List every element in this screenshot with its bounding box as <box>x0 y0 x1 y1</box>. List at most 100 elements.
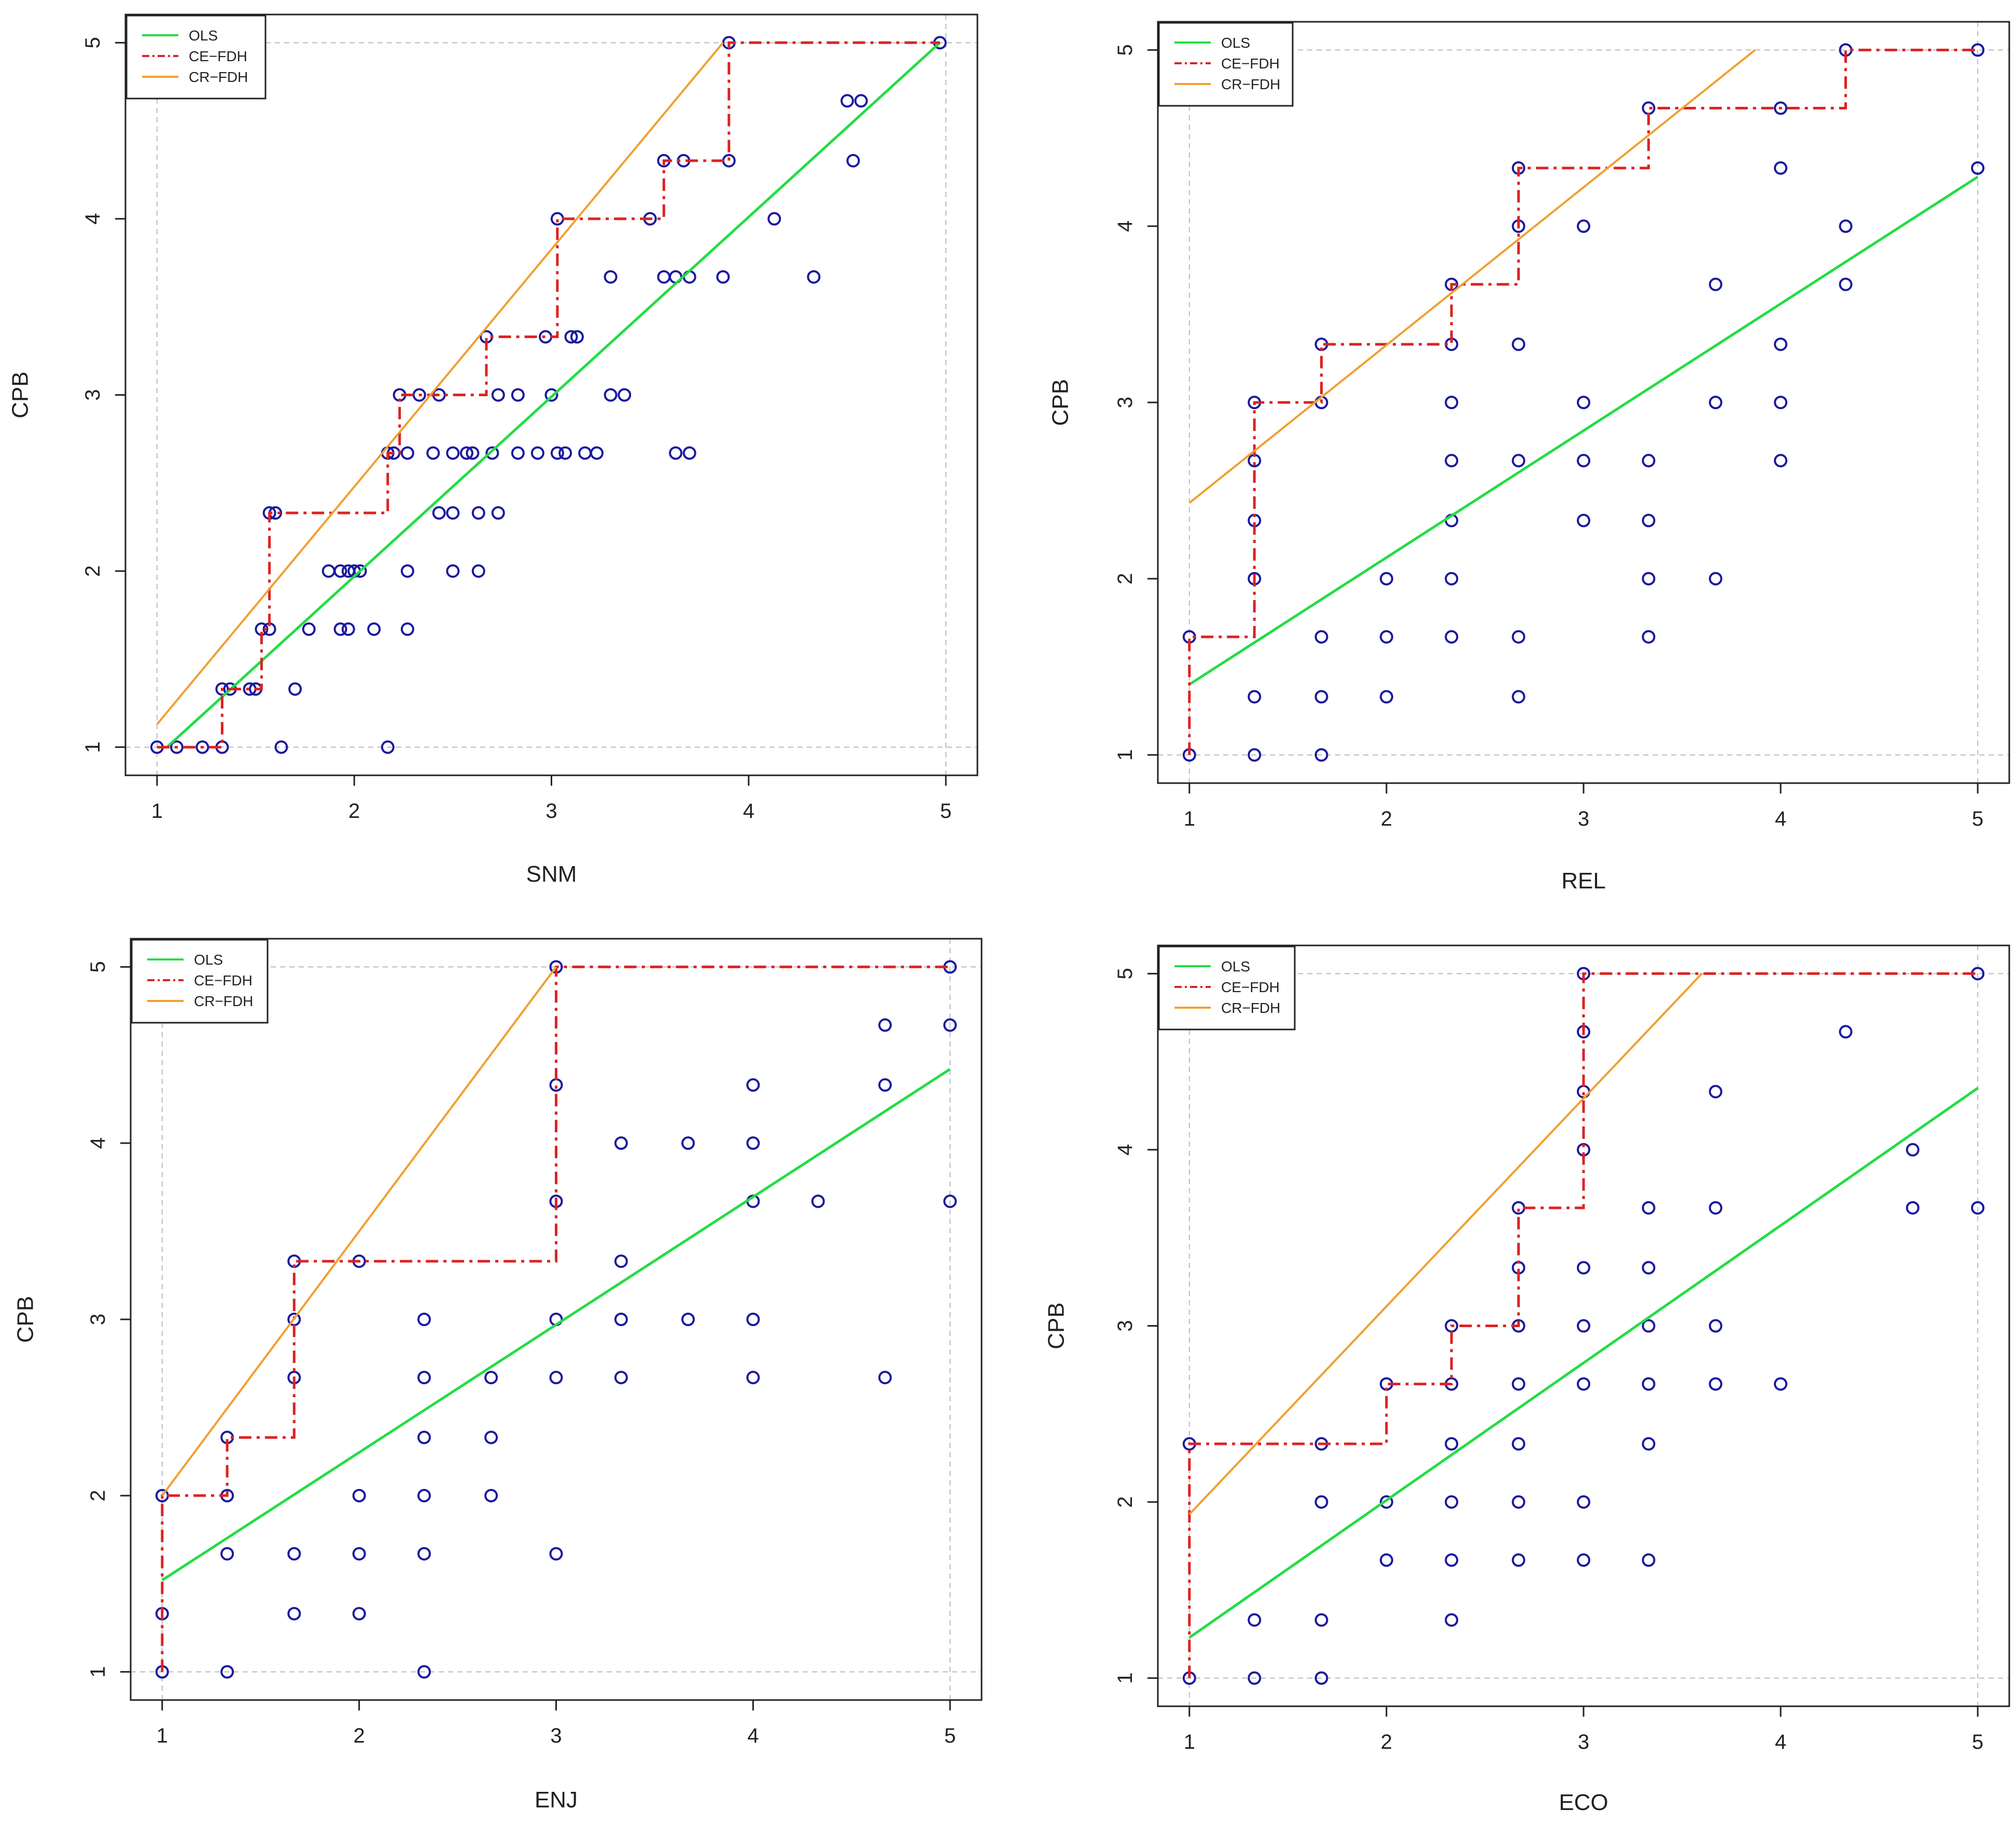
data-point <box>1577 1377 1590 1391</box>
data-point <box>417 1371 431 1385</box>
data-point <box>550 446 564 460</box>
y-axis-title: CPB <box>1048 379 1073 426</box>
y-tick-label: 2 <box>1114 573 1137 584</box>
data-point <box>1511 454 1525 468</box>
legend-label-ols: OLS <box>1221 958 1250 974</box>
data-point <box>511 388 525 402</box>
data-point <box>716 270 730 284</box>
data-point <box>1839 277 1853 291</box>
legend-label-cr-fdh: CR−FDH <box>1221 76 1280 92</box>
y-tick-label: 4 <box>87 1137 109 1149</box>
data-point <box>1314 1613 1328 1627</box>
data-point <box>530 446 544 460</box>
legend-label-ols: OLS <box>194 952 223 968</box>
data-point <box>1379 572 1393 586</box>
data-point <box>1709 1084 1723 1098</box>
data-point <box>1511 337 1525 351</box>
data-point <box>417 1665 431 1679</box>
x-tick-label: 3 <box>550 1724 562 1747</box>
data-point <box>1379 1553 1393 1567</box>
data-point <box>302 622 316 636</box>
x-tick-label: 3 <box>1578 1731 1589 1753</box>
legend-label-ce-fdh: CE−FDH <box>189 48 247 64</box>
y-tick-label: 1 <box>81 742 104 753</box>
legend-label-cr-fdh: CR−FDH <box>189 69 248 85</box>
y-tick-label: 3 <box>1114 1320 1137 1331</box>
data-point <box>1577 396 1590 409</box>
data-point <box>417 1313 431 1326</box>
x-tick-label: 4 <box>747 1724 759 1747</box>
y-tick-label: 4 <box>1114 1144 1137 1155</box>
y-tick-label: 2 <box>1114 1496 1137 1508</box>
data-point <box>352 1488 366 1502</box>
series-line-cr-fdh <box>1188 972 1703 1515</box>
x-tick-label: 2 <box>354 1724 365 1747</box>
data-point <box>1906 1143 1920 1157</box>
legend-label-ols: OLS <box>189 27 218 44</box>
data-point <box>614 1371 628 1385</box>
data-point <box>549 1371 563 1385</box>
data-point <box>746 1136 760 1150</box>
data-point <box>1314 748 1328 762</box>
data-point <box>1577 1319 1590 1333</box>
data-point <box>1709 1377 1723 1391</box>
series-line-ols <box>166 41 941 748</box>
data-point <box>767 212 781 226</box>
data-point <box>1709 1319 1723 1333</box>
data-point <box>1642 1377 1656 1391</box>
data-point <box>466 446 480 460</box>
data-point <box>484 1488 498 1502</box>
series-line-ols <box>161 1068 951 1581</box>
data-point <box>1709 572 1723 586</box>
x-axis-title: REL <box>1561 868 1606 894</box>
x-tick-label: 3 <box>545 800 557 823</box>
data-point <box>746 1371 760 1385</box>
data-point <box>1971 1201 1985 1215</box>
data-point <box>669 446 683 460</box>
data-point <box>1577 219 1590 233</box>
data-point <box>426 446 440 460</box>
legend-label-cr-fdh: CR−FDH <box>1221 1000 1280 1016</box>
legend: OLS CE−FDH CR−FDH <box>1158 22 1294 107</box>
data-point <box>485 446 499 460</box>
data-point <box>807 270 821 284</box>
data-point <box>1445 572 1459 586</box>
data-point <box>854 94 868 108</box>
data-point <box>417 1430 431 1444</box>
series-line-cr-fdh <box>1188 49 1756 504</box>
data-point <box>333 564 347 578</box>
x-tick-label: 1 <box>1184 807 1195 830</box>
y-tick-label: 3 <box>87 1314 109 1325</box>
data-point <box>746 1313 760 1326</box>
data-point <box>1642 1437 1656 1451</box>
data-point <box>1445 1613 1459 1627</box>
data-point <box>333 622 347 636</box>
data-point <box>1642 1261 1656 1275</box>
data-point <box>1642 630 1656 644</box>
x-tick-label: 1 <box>157 1724 168 1747</box>
data-point <box>1577 1261 1590 1275</box>
data-point <box>1642 454 1656 468</box>
data-point <box>878 1018 892 1032</box>
data-point <box>400 564 414 578</box>
chart-panel-top-right: 1 2 3 4 5 1 2 3 4 5 REL CPB OLS CE−FDH CR−FDH <box>1048 21 2010 894</box>
y-axis-title: CPB <box>1044 1302 1069 1349</box>
data-point <box>1642 513 1656 527</box>
data-point <box>287 1607 301 1621</box>
data-point <box>811 1194 825 1208</box>
x-tick-label: 1 <box>151 800 163 823</box>
data-point <box>1379 630 1393 644</box>
data-point <box>614 1313 628 1326</box>
data-point <box>220 1665 234 1679</box>
data-point <box>1445 630 1459 644</box>
data-point <box>1906 1201 1920 1215</box>
data-point <box>341 622 355 636</box>
data-point <box>446 564 460 578</box>
data-point <box>614 1254 628 1268</box>
data-point <box>943 1018 957 1032</box>
legend-label-ols: OLS <box>1221 35 1250 51</box>
data-point <box>1248 690 1262 704</box>
data-point <box>1774 161 1788 175</box>
x-tick-label: 2 <box>348 800 360 823</box>
chart-panel-bottom-right: 1 2 3 4 5 1 2 3 4 5 ECO CPB OLS CE−FDH CR−FDH <box>1044 944 2010 1815</box>
